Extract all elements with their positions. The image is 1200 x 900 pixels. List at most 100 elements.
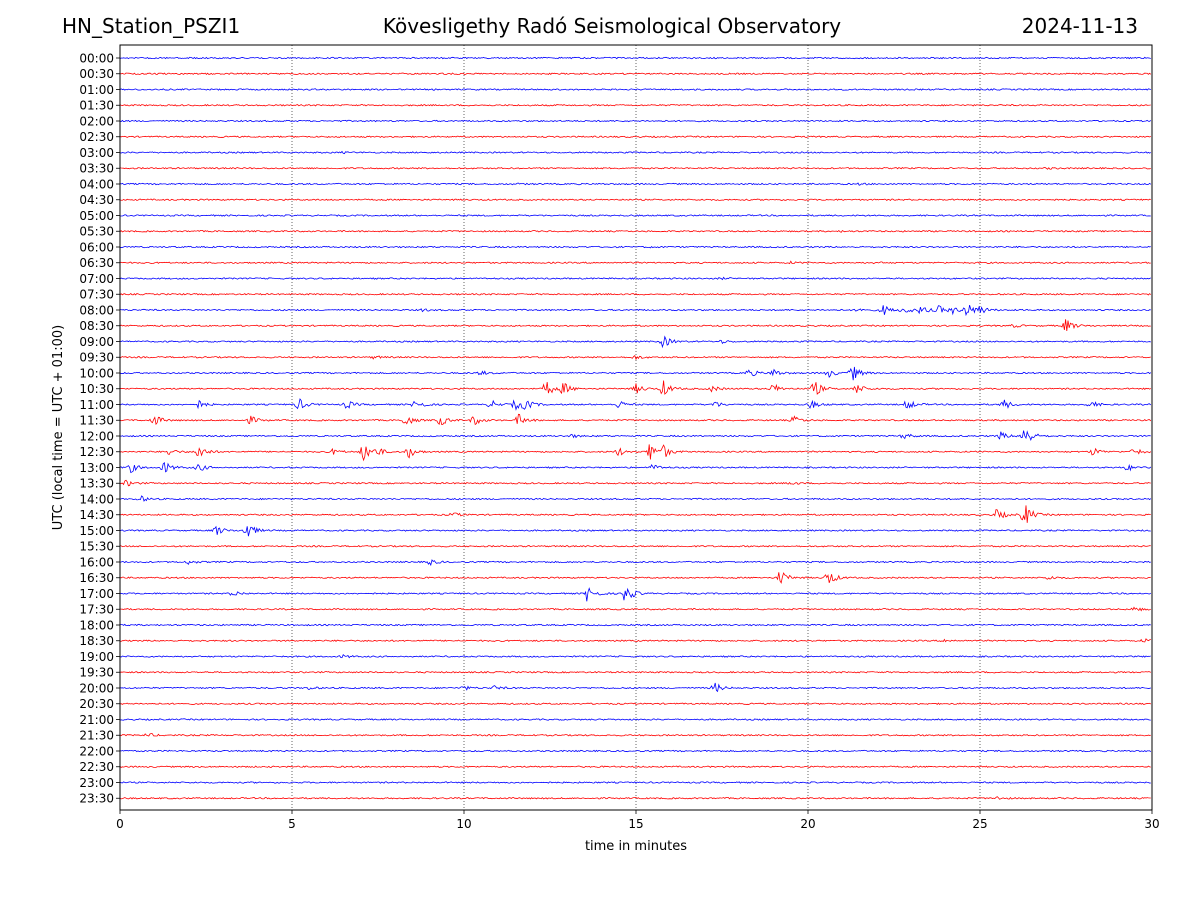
xtick-label-20: 20: [800, 817, 815, 831]
trace-2200: [119, 749, 1152, 753]
xtick-label-10: 10: [456, 817, 471, 831]
ytick-label-0200: 02:00: [79, 114, 114, 128]
ytick-label-1200: 12:00: [79, 429, 114, 443]
ytick-label-1230: 12:30: [79, 445, 114, 459]
trace-2000: [119, 682, 1151, 693]
trace-1330: [119, 479, 1151, 487]
trace-1800: [119, 623, 1151, 627]
trace-1930: [119, 671, 1151, 674]
ytick-label-1300: 13:00: [79, 461, 114, 475]
ytick-label-1730: 17:30: [79, 603, 114, 617]
trace-1700: [119, 587, 1152, 602]
ytick-label-0300: 03:00: [79, 146, 114, 160]
trace-2300: [119, 781, 1151, 784]
trace-1530: [119, 544, 1151, 548]
ytick-label-0830: 08:30: [79, 319, 114, 333]
trace-0300: [119, 150, 1151, 155]
ytick-label-0900: 09:00: [79, 335, 114, 349]
ytick-label-2130: 21:30: [79, 729, 114, 743]
trace-0500: [119, 214, 1151, 217]
trace-0230: [119, 135, 1151, 139]
ytick-label-0800: 08:00: [79, 303, 114, 317]
trace-0900: [119, 335, 1151, 349]
ytick-label-0330: 03:30: [79, 162, 114, 176]
trace-1630: [119, 572, 1151, 584]
trace-0330: [119, 166, 1151, 170]
ytick-label-0000: 00:00: [79, 51, 114, 65]
chart-title: Kövesligethy Radó Seismological Observat…: [382, 14, 842, 38]
ytick-label-0030: 00:30: [79, 67, 114, 81]
plot-area: [120, 45, 1152, 810]
trace-1200: [119, 430, 1151, 442]
trace-1500: [119, 525, 1151, 537]
ytick-label-2200: 22:00: [79, 744, 114, 758]
trace-2330: [119, 796, 1151, 800]
trace-1000: [119, 366, 1152, 381]
ytick-label-1800: 18:00: [79, 618, 114, 632]
trace-1730: [119, 606, 1151, 612]
ytick-label-0630: 06:30: [79, 256, 114, 270]
ytick-label-0500: 05:00: [79, 209, 114, 223]
ytick-label-1330: 13:30: [79, 477, 114, 491]
ytick-label-0530: 05:30: [79, 225, 114, 239]
ytick-label-0930: 09:30: [79, 351, 114, 365]
trace-0930: [119, 354, 1151, 361]
ytick-label-1700: 17:00: [79, 587, 114, 601]
date-label: 2024-11-13: [1021, 14, 1138, 38]
ytick-label-1900: 19:00: [79, 650, 114, 664]
trace-0200: [119, 119, 1152, 123]
trace-1900: [119, 653, 1151, 659]
trace-0030: [119, 72, 1152, 76]
trace-0730: [119, 293, 1152, 296]
trace-0830: [119, 319, 1151, 332]
trace-2100: [119, 718, 1151, 721]
ytick-label-0230: 02:30: [79, 130, 114, 144]
trace-1030: [119, 380, 1152, 395]
ytick-label-1100: 11:00: [79, 398, 114, 412]
trace-1830: [119, 638, 1151, 643]
trace-1230: [119, 444, 1152, 462]
xtick-label-30: 30: [1144, 817, 1159, 831]
ytick-label-1000: 10:00: [79, 366, 114, 380]
trace-0130: [119, 104, 1151, 107]
ytick-label-0130: 01:30: [79, 99, 114, 113]
trace-1400: [119, 495, 1152, 502]
ytick-label-1600: 16:00: [79, 555, 114, 569]
ytick-label-1030: 10:30: [79, 382, 114, 396]
y-axis-label: UTC (local time = UTC + 01:00): [51, 325, 66, 530]
trace-0000: [119, 56, 1151, 60]
trace-2230: [119, 765, 1151, 768]
ytick-label-1530: 15:30: [79, 540, 114, 554]
ytick-label-2030: 20:30: [79, 697, 114, 711]
ytick-label-2230: 22:30: [79, 760, 114, 774]
trace-1300: [119, 462, 1152, 474]
xtick-label-25: 25: [972, 817, 987, 831]
ytick-label-0700: 07:00: [79, 272, 114, 286]
trace-0530: [119, 229, 1151, 233]
ytick-label-1430: 14:30: [79, 508, 114, 522]
trace-2030: [119, 702, 1152, 706]
x-axis-label: time in minutes: [585, 839, 687, 854]
trace-0430: [119, 198, 1151, 202]
ytick-label-0100: 01:00: [79, 83, 114, 97]
ytick-label-0730: 07:30: [79, 288, 114, 302]
ytick-label-1830: 18:30: [79, 634, 114, 648]
ytick-label-2000: 20:00: [79, 681, 114, 695]
ytick-label-2100: 21:00: [79, 713, 114, 727]
trace-1130: [119, 413, 1152, 426]
ytick-label-2300: 23:00: [79, 776, 114, 790]
trace-1430: [119, 505, 1151, 523]
trace-1100: [119, 398, 1152, 411]
xtick-label-5: 5: [288, 817, 296, 831]
trace-0800: [119, 305, 1151, 317]
ytick-label-1500: 15:00: [79, 524, 114, 538]
trace-0630: [119, 260, 1151, 265]
trace-0100: [119, 88, 1151, 91]
ytick-label-1130: 11:30: [79, 414, 114, 428]
trace-1600: [119, 559, 1151, 567]
ytick-label-1930: 19:30: [79, 666, 114, 680]
xtick-label-15: 15: [628, 817, 643, 831]
station-label: HN_Station_PSZI1: [62, 14, 241, 38]
xtick-label-0: 0: [116, 817, 124, 831]
